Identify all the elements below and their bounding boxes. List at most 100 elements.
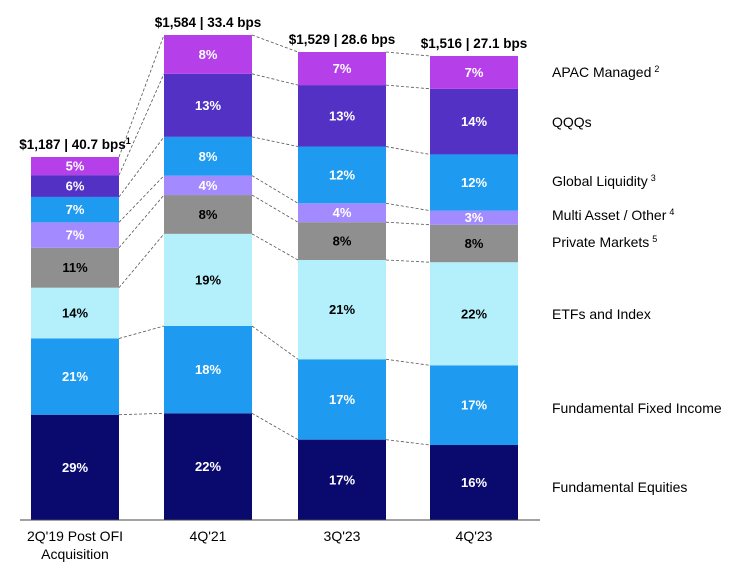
connector-line [251,233,299,261]
bar-segment-apac-managed [164,35,252,74]
bar-segment-multi-asset-other [298,203,386,223]
connector-line [118,233,165,288]
bar-segment-fundamental-equities [298,439,386,520]
bar-segment-qqqs [430,88,518,155]
legend-item-multi-asset-other: Multi Asset / Other 4 [552,207,674,223]
total-label: $1,529 | 28.6 bps [289,32,396,47]
connector-line [385,202,431,212]
legend-item-private-markets: Private Markets 5 [552,234,657,250]
data-label: 8% [199,149,218,164]
bar-segment-private-markets [31,247,119,288]
bar-segment-multi-asset-other [31,222,119,248]
data-label: 8% [465,236,484,251]
data-label: 5% [66,159,85,174]
data-label: 22% [461,306,487,321]
connector-line [385,84,431,90]
total-label: $1,187 | 40.7 bps1 [19,136,131,152]
data-label: 22% [195,459,221,474]
bar-segment-qqqs [298,85,386,147]
legend-item-qqqs: QQQs [552,114,592,130]
legend-item-fundamental-equities: Fundamental Equities [552,479,687,495]
connector-line [385,51,431,57]
data-label: 19% [195,272,221,287]
connector-line [251,73,299,86]
data-label: 8% [199,207,218,222]
data-label: 29% [62,460,88,475]
connector-line [118,73,165,176]
data-label: 7% [333,61,352,76]
bar-segment-private-markets [430,224,518,263]
bar-segment-multi-asset-other [430,210,518,225]
bar-segment-fundamental-equities [31,414,119,520]
data-label: 21% [329,302,355,317]
connector-line [251,175,299,204]
bar-segment-private-markets [298,222,386,260]
bar-segment-private-markets [164,195,252,234]
data-label: 4% [199,178,218,193]
data-label: 18% [195,362,221,377]
data-label: 12% [461,175,487,190]
connector-line [118,194,165,249]
legend-item-fundamental-fixed-income: Fundamental Fixed Income [552,400,722,416]
bar-segment-fundamental-fixed-income [298,359,386,440]
bar-segment-qqqs [164,73,252,137]
connector-line [385,146,431,155]
connector-line [251,325,299,360]
connector-line [385,358,431,366]
bar-segment-etfs-and-index [164,233,252,326]
data-label: 12% [329,167,355,182]
legend-item-apac-managed: APAC Managed 2 [552,64,659,80]
bar-segment-fundamental-fixed-income [31,338,119,415]
category-label: 2Q'19 Post OFI [27,528,123,544]
data-label: 8% [333,234,352,249]
bar-segment-apac-managed [430,56,518,89]
category-label: 3Q'23 [324,528,361,544]
bar-segment-fundamental-equities [430,445,518,520]
connector-line [385,221,431,226]
data-label: 13% [329,108,355,123]
data-label: 14% [62,306,88,321]
bar-segment-etfs-and-index [430,262,518,366]
bar-segment-apac-managed [298,52,386,86]
data-label: 6% [66,179,85,194]
bar-segment-apac-managed [31,157,119,176]
total-labels: $1,187 | 40.7 bps1 $1,584 | 33.4 bps $1,52… [19,15,527,152]
bar-segment-multi-asset-other [164,175,252,196]
bar-segment-global-liquidity [164,136,252,176]
bar-segment-qqqs [31,175,119,197]
bar-segment-fundamental-equities [164,413,252,520]
connector-line [118,136,165,198]
data-label: 4% [333,205,352,220]
data-label: 8% [199,47,218,62]
data-label: 11% [62,260,88,275]
data-label: 21% [62,369,88,384]
connector-line [251,194,299,223]
bar-segment-fundamental-fixed-income [430,365,518,446]
bar-segment-global-liquidity [31,196,119,223]
bar-segment-etfs-and-index [298,260,386,360]
connector-line [385,439,431,446]
bar-segment-etfs-and-index [31,287,119,339]
connector-line [251,34,299,53]
total-label: $1,584 | 33.4 bps [155,15,262,30]
bar-segment-global-liquidity [430,154,518,211]
connector-line [118,325,165,339]
connector-line [118,34,165,158]
data-label: 3% [465,210,484,225]
data-label: 13% [195,98,221,113]
connector-line [385,259,431,263]
bar-segment-global-liquidity [298,146,386,204]
total-label: $1,516 | 27.1 bps [421,36,528,51]
data-label: 7% [66,228,85,243]
bars-group: 29% 21% 14% 11% 7% 7% 6% 5% 22% 18% 19% 8% 4% 8% 13% 8%… [31,35,518,520]
data-label: 17% [461,398,487,413]
data-label: 7% [465,65,484,80]
legend-item-etfs-and-index: ETFs and Index [552,306,651,322]
category-labels: 2Q'19 Post OFI Acquisition 4Q'21 3Q'23 4Q'23 [27,528,493,562]
data-label: 17% [329,392,355,407]
connector-lines [118,34,431,446]
category-label: Acquisition [41,546,109,562]
connector-line [118,412,165,416]
connector-line [118,175,165,223]
